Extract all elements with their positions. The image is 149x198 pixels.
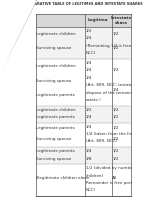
Text: 1/4 (taken from the free portion): 1/4 (taken from the free portion) — [86, 132, 149, 136]
Text: 1/2: 1/2 — [112, 32, 119, 36]
Text: 1/2: 1/2 — [112, 115, 119, 119]
Text: Legitimate parents: Legitimate parents — [36, 149, 75, 153]
Text: Legitimate children: Legitimate children — [36, 32, 76, 36]
Text: 1/2: 1/2 — [112, 137, 119, 141]
Text: 1/2: 1/2 — [112, 46, 119, 50]
Text: Legitimate children: Legitimate children — [36, 108, 76, 112]
Text: 1/4: 1/4 — [86, 76, 92, 80]
Text: 1/2: 1/2 — [112, 108, 119, 112]
Text: Legitima: Legitima — [88, 18, 109, 22]
Text: Illegitimate children alone: Illegitimate children alone — [36, 176, 90, 180]
Text: Surviving spouse: Surviving spouse — [36, 79, 72, 83]
Bar — [36, 106, 131, 123]
Text: Legitimate parents: Legitimate parents — [36, 126, 75, 130]
Text: 1/4: 1/4 — [86, 36, 92, 40]
Text: COMPARATIVE TABLE OF LEGITIMES AND INTESTATE SHARES: COMPARATIVE TABLE OF LEGITIMES AND INTES… — [23, 2, 143, 6]
Text: 1/2: 1/2 — [112, 149, 119, 153]
Text: 1/4: 1/4 — [86, 61, 92, 65]
Text: NCC): NCC) — [86, 51, 96, 55]
Text: 1/2: 1/2 — [112, 68, 119, 72]
Bar — [36, 123, 131, 147]
Bar — [36, 147, 131, 164]
Text: Surviving spouse: Surviving spouse — [36, 46, 72, 50]
Text: estate.): estate.) — [86, 98, 102, 102]
Text: Legitimate parents: Legitimate parents — [36, 93, 75, 97]
Text: 1/4: 1/4 — [86, 68, 92, 72]
Text: 1/4: 1/4 — [86, 115, 92, 119]
Polygon shape — [0, 0, 34, 73]
Text: 1/2: 1/2 — [86, 29, 92, 33]
Text: 1/2: 1/2 — [112, 157, 119, 161]
Text: (Art. 889, NCC; testator may freely: (Art. 889, NCC; testator may freely — [86, 83, 149, 87]
Text: 1/4: 1/4 — [86, 125, 92, 129]
Text: Remainder is free portion (Art. 901: Remainder is free portion (Art. 901 — [86, 181, 149, 185]
Text: Surviving spouse: Surviving spouse — [36, 157, 72, 161]
Text: (Art. 889, NCC): (Art. 889, NCC) — [86, 139, 117, 144]
Text: All: All — [112, 176, 118, 180]
Text: 1/2 (divided by number of illegitimate: 1/2 (divided by number of illegitimate — [86, 166, 149, 170]
Text: 1/2: 1/2 — [86, 108, 92, 112]
Text: Surviving spouse: Surviving spouse — [36, 137, 72, 141]
Text: dispose of the remaining 1/4 of his: dispose of the remaining 1/4 of his — [86, 90, 149, 94]
Bar — [36, 14, 131, 27]
Bar — [36, 59, 131, 106]
Polygon shape — [0, 0, 37, 73]
Text: 1/8: 1/8 — [86, 157, 92, 161]
Text: NCC): NCC) — [86, 188, 96, 192]
Text: (Remaining 1/4 is free portion, Art. 88: (Remaining 1/4 is free portion, Art. 88 — [86, 44, 149, 48]
Text: Legitimate children: Legitimate children — [36, 65, 76, 69]
Bar — [36, 27, 131, 59]
Text: 1/2: 1/2 — [112, 126, 119, 130]
Text: Intestate
share: Intestate share — [110, 16, 132, 25]
Text: children): children) — [86, 174, 104, 178]
Bar — [36, 164, 131, 196]
Text: 1/4: 1/4 — [112, 88, 119, 92]
Text: 1/4: 1/4 — [86, 149, 92, 153]
Text: Legitimate parents: Legitimate parents — [36, 115, 75, 119]
